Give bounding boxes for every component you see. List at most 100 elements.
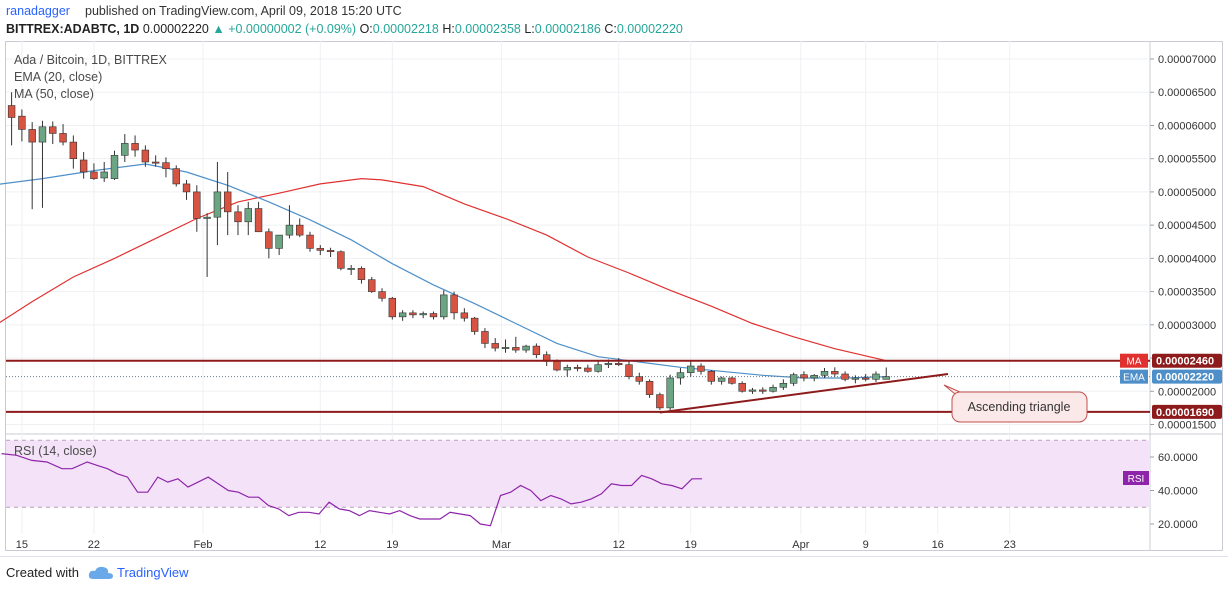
ohlc-bar: BITTREX:ADABTC, 1D 0.00002220 ▲ +0.00000… <box>6 22 683 36</box>
candle-up <box>851 377 860 380</box>
candle-up <box>110 155 119 179</box>
candle-down <box>584 367 592 372</box>
candle-down <box>141 149 150 163</box>
candle-down <box>69 141 78 159</box>
price-tick-label: 0.00005500 <box>1158 154 1216 166</box>
rsi-tick-label: 60.0000 <box>1158 452 1198 464</box>
candle-up <box>285 224 294 236</box>
ma-legend: MA (50, close) <box>14 87 94 101</box>
time-tick-label: 22 <box>88 539 100 551</box>
candle-up <box>121 143 129 156</box>
symbol-label: BITTREX:ADABTC, 1D <box>6 22 140 36</box>
price-tick-label: 0.00006500 <box>1158 87 1216 99</box>
chart-title: Ada / Bitcoin, 1D, BITTREX <box>14 53 167 67</box>
candle-down <box>460 312 469 319</box>
candle-up <box>522 345 530 351</box>
rsi-tick-label: 20.0000 <box>1158 519 1198 531</box>
candle-down <box>172 168 180 185</box>
candle-down <box>532 345 541 356</box>
candle-down <box>429 313 438 318</box>
close-label: C: <box>604 22 617 36</box>
candle-down <box>223 191 232 213</box>
candle-down <box>182 183 191 193</box>
rsi-legend: RSI (14, close) <box>14 444 97 458</box>
rsi-line <box>1 453 703 527</box>
open-label: O: <box>359 22 373 36</box>
candle-up <box>717 377 726 382</box>
price-tick-label: 0.00004500 <box>1158 220 1216 232</box>
candle-up <box>604 363 613 365</box>
candle-up <box>275 234 283 249</box>
candle-down <box>625 364 633 377</box>
candle-down <box>707 371 716 382</box>
candle-up <box>687 365 695 373</box>
chart-frame <box>5 41 1223 551</box>
candle-down <box>90 171 98 179</box>
level-price-label: 0.00002460 <box>1156 356 1214 368</box>
candle-down <box>131 143 139 151</box>
price-tick-label: 0.00006000 <box>1158 120 1216 132</box>
low-value: 0.00002186 <box>534 22 601 36</box>
ema-legend: EMA (20, close) <box>14 70 103 84</box>
candle-down <box>193 191 201 219</box>
level-price-tag <box>1152 353 1222 368</box>
candle-down <box>645 381 654 395</box>
candle-up <box>100 171 108 179</box>
candle-down <box>357 268 366 280</box>
indicator-tag-label: EMA <box>1123 373 1145 384</box>
candle-down <box>512 347 520 351</box>
ma-50-line <box>0 177 887 362</box>
candle-down <box>573 367 582 369</box>
tradingview-cloud-icon <box>88 566 113 579</box>
open-value: 0.00002218 <box>372 22 439 36</box>
rsi-tag <box>1123 471 1149 485</box>
price-tick-label: 0.00003000 <box>1158 320 1216 332</box>
price-tick-label: 0.00001500 <box>1158 420 1216 432</box>
candle-up <box>563 367 571 371</box>
candle-down <box>79 159 88 173</box>
level-price-label: 0.00001690 <box>1156 407 1214 419</box>
price-tick-label: 0.00005000 <box>1158 187 1216 199</box>
rsi-tick-label: 40.0000 <box>1158 486 1198 498</box>
time-tick-label: 16 <box>932 539 944 551</box>
triangle-support-line <box>659 373 949 414</box>
low-label: L: <box>524 22 535 36</box>
candle-down <box>728 377 736 384</box>
candle-up <box>244 208 252 223</box>
author-link[interactable]: ranadagger <box>6 4 70 18</box>
candle-down <box>831 371 839 375</box>
candle-up <box>398 312 407 318</box>
callout-box <box>951 391 1088 423</box>
candle-down <box>28 129 36 143</box>
candle-down <box>635 376 643 382</box>
candle-down <box>59 133 67 143</box>
candle-down <box>656 394 664 409</box>
ema-20-line <box>0 163 887 379</box>
candle-up <box>594 364 602 372</box>
price-tick-label: 0.00003500 <box>1158 287 1216 299</box>
time-tick-label: Apr <box>792 539 809 551</box>
candle-down <box>234 211 242 223</box>
candle-down <box>378 291 386 299</box>
candle-up <box>213 191 222 218</box>
footer: Created with TradingView <box>0 556 1228 589</box>
high-label: H: <box>442 22 455 36</box>
time-tick-label: Feb <box>194 539 213 551</box>
candle-up <box>38 126 47 143</box>
candle-down <box>337 251 345 269</box>
price-tick-label: 0.00004000 <box>1158 253 1216 265</box>
ema-price-label: 0.00002220 <box>1156 372 1214 384</box>
candle-down <box>49 126 57 134</box>
time-tick-label: 19 <box>386 539 398 551</box>
time-tick-label: 12 <box>613 539 625 551</box>
close-value: 0.00002220 <box>616 22 683 36</box>
time-tick-label: 9 <box>863 539 869 551</box>
candle-down <box>491 343 499 349</box>
candle-down <box>306 234 314 249</box>
candle-up <box>676 372 685 379</box>
tradingview-logo-text[interactable]: TradingView <box>117 565 189 580</box>
candle-up <box>666 377 674 409</box>
candle-down <box>800 374 808 379</box>
indicator-tag-label: MA <box>1127 357 1142 368</box>
